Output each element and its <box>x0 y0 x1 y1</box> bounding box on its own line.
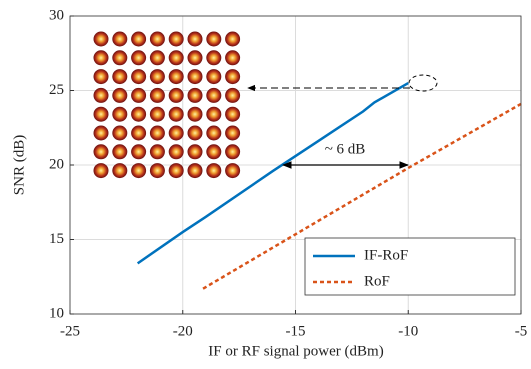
constellation-point <box>225 88 240 103</box>
constellation-point <box>188 126 203 141</box>
constellation-point <box>112 163 127 178</box>
constellation-point <box>225 69 240 84</box>
constellation-point <box>150 69 165 84</box>
constellation-point <box>206 32 221 47</box>
constellation-point <box>150 107 165 122</box>
constellation-point <box>150 88 165 103</box>
constellation-point <box>169 163 184 178</box>
constellation-point <box>206 88 221 103</box>
x-axis-label: IF or RF signal power (dBm) <box>208 343 383 359</box>
constellation-point <box>150 32 165 47</box>
constellation-point <box>150 144 165 159</box>
constellation-point <box>188 50 203 65</box>
constellation-point <box>188 144 203 159</box>
constellation-point <box>150 50 165 65</box>
constellation-point <box>206 50 221 65</box>
constellation-point <box>225 126 240 141</box>
legend-label: IF-RoF <box>364 247 408 263</box>
constellation-point <box>112 32 127 47</box>
constellation-point <box>225 32 240 47</box>
x-tick-label: -10 <box>398 323 418 339</box>
constellation-point <box>169 32 184 47</box>
constellation-point <box>131 69 146 84</box>
constellation-point <box>225 50 240 65</box>
constellation-point <box>131 163 146 178</box>
constellation-point <box>206 107 221 122</box>
y-axis-label: SNR (dB) <box>11 135 27 195</box>
constellation-point <box>112 126 127 141</box>
constellation-point <box>169 126 184 141</box>
constellation-point <box>188 107 203 122</box>
x-tick-label: -20 <box>173 323 193 339</box>
constellation-point <box>131 107 146 122</box>
constellation-point <box>94 107 109 122</box>
annotation: ~ 6 dB <box>325 141 366 157</box>
constellation-point <box>131 88 146 103</box>
constellation-point <box>131 144 146 159</box>
constellation-point <box>188 69 203 84</box>
constellation-point <box>206 163 221 178</box>
constellation-point <box>206 144 221 159</box>
x-tick-label: -15 <box>286 323 306 339</box>
constellation-point <box>94 69 109 84</box>
constellation-point <box>112 69 127 84</box>
constellation-point <box>131 126 146 141</box>
constellation-point <box>112 50 127 65</box>
constellation-point <box>150 126 165 141</box>
constellation-point <box>131 50 146 65</box>
constellation-point <box>188 32 203 47</box>
constellation-point <box>94 32 109 47</box>
constellation-point <box>225 107 240 122</box>
constellation-point <box>169 69 184 84</box>
constellation-point <box>94 163 109 178</box>
y-tick-label: 15 <box>49 231 64 247</box>
highlight-ellipse <box>409 75 437 91</box>
constellation-point <box>94 144 109 159</box>
constellation-point <box>225 163 240 178</box>
constellation-point <box>188 88 203 103</box>
legend-label: RoF <box>364 273 390 289</box>
constellation-point <box>169 88 184 103</box>
constellation-point <box>131 32 146 47</box>
chart: ~ 6 dB IF or RF signal power (dBm) SNR (… <box>0 0 531 369</box>
y-tick-label: 10 <box>49 305 64 321</box>
constellation-point <box>94 50 109 65</box>
constellation-point <box>169 50 184 65</box>
constellation-point <box>225 144 240 159</box>
constellation-point <box>112 88 127 103</box>
constellation-point <box>112 107 127 122</box>
constellation-point <box>94 126 109 141</box>
constellation-point <box>169 107 184 122</box>
constellation-point <box>206 69 221 84</box>
constellation-inset <box>94 32 241 179</box>
legend <box>305 238 515 295</box>
constellation-point <box>150 163 165 178</box>
x-tick-label: -25 <box>60 323 80 339</box>
constellation-point <box>206 126 221 141</box>
constellation-point <box>112 144 127 159</box>
constellation-point <box>188 163 203 178</box>
y-tick-label: 30 <box>49 7 64 23</box>
y-tick-label: 20 <box>49 156 64 172</box>
y-tick-label: 25 <box>49 82 64 98</box>
constellation-point <box>94 88 109 103</box>
x-tick-label: -5 <box>515 323 528 339</box>
constellation-point <box>169 144 184 159</box>
